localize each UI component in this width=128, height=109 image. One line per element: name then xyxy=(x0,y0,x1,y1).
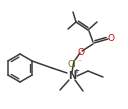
Text: O: O xyxy=(108,33,115,43)
Text: Cl: Cl xyxy=(68,60,76,68)
Text: N: N xyxy=(68,71,76,81)
Text: ⁻: ⁻ xyxy=(77,58,81,66)
Text: O: O xyxy=(77,48,84,56)
Text: +: + xyxy=(74,68,79,74)
